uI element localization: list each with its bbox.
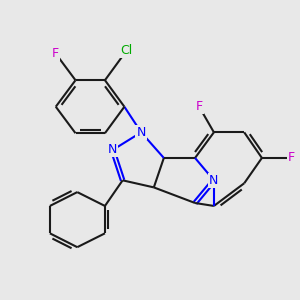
Text: N: N (209, 174, 219, 187)
Text: F: F (288, 152, 295, 164)
Text: N: N (136, 126, 146, 139)
Text: F: F (196, 100, 203, 113)
Text: N: N (108, 143, 117, 157)
Text: Cl: Cl (120, 44, 133, 57)
Text: F: F (52, 47, 59, 60)
